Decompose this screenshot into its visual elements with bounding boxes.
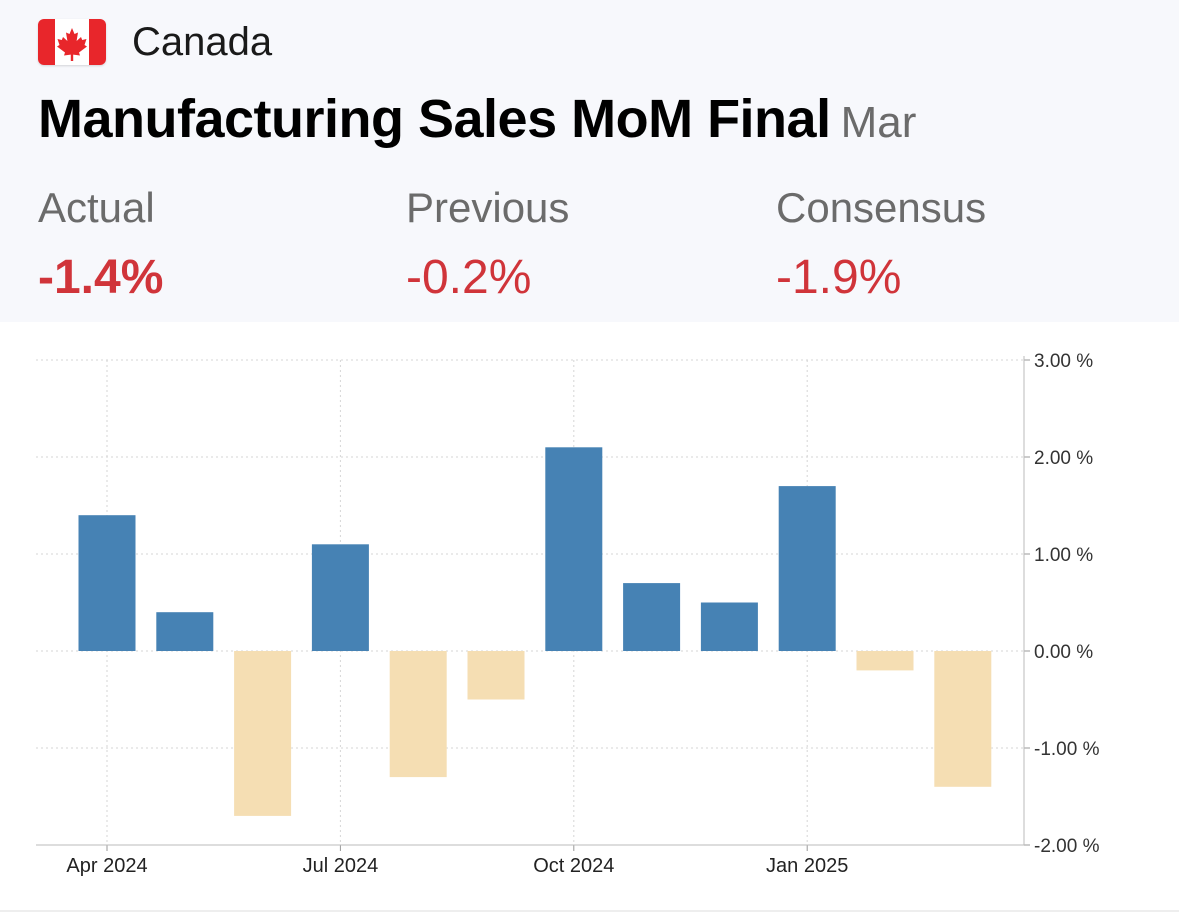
stat-actual-label: Actual bbox=[38, 184, 155, 231]
bar-nov-2024 bbox=[623, 583, 681, 651]
bar-jul-2024 bbox=[311, 544, 369, 651]
canada-flag-icon bbox=[38, 19, 106, 65]
stat-consensus-value: -1.9% bbox=[776, 251, 902, 304]
indicator-header: Canada Manufacturing Sales MoM Final Mar … bbox=[0, 0, 1179, 322]
stat-actual-value: -1.4% bbox=[38, 251, 164, 304]
stat-consensus-label: Consensus bbox=[776, 184, 987, 231]
stat-previous-label: Previous bbox=[406, 184, 570, 231]
x-tick-label-3: Jan 2025 bbox=[766, 855, 848, 877]
country-name: Canada bbox=[132, 19, 273, 64]
title-row: Manufacturing Sales MoM Final Mar bbox=[38, 88, 916, 150]
bar-feb-2025 bbox=[856, 651, 914, 671]
y-tick-label-3: 0.00 % bbox=[1034, 642, 1093, 663]
y-tick-label-0: 3.00 % bbox=[1034, 351, 1093, 372]
bar-may-2024 bbox=[156, 612, 214, 651]
indicator-title: Manufacturing Sales MoM Final bbox=[38, 89, 831, 149]
bar-oct-2024 bbox=[545, 447, 603, 651]
stat-consensus: Consensus -1.9% bbox=[776, 184, 986, 305]
bar-dec-2024 bbox=[700, 602, 758, 651]
x-tick-label-2: Oct 2024 bbox=[533, 855, 614, 877]
bar-chart: 3.00 % 2.00 % 1.00 % 0.00 % -1.00 % -2.00 % Ap… bbox=[36, 351, 1100, 877]
y-tick-label-5: -2.00 % bbox=[1034, 836, 1100, 857]
x-tick-label-0: Apr 2024 bbox=[66, 855, 147, 877]
country-row: Canada bbox=[38, 18, 272, 66]
x-tick-label-1: Jul 2024 bbox=[303, 855, 379, 877]
bar-apr-2024 bbox=[78, 515, 136, 651]
y-tick-label-1: 2.00 % bbox=[1034, 448, 1093, 469]
bar-aug-2024 bbox=[389, 651, 447, 778]
stat-previous-value: -0.2% bbox=[406, 251, 532, 304]
bar-sep-2024 bbox=[467, 651, 525, 700]
bar-mar-2025 bbox=[934, 651, 992, 787]
y-tick-label-4: -1.00 % bbox=[1034, 739, 1100, 760]
indicator-period: Mar bbox=[840, 98, 917, 147]
bar-jun-2024 bbox=[234, 651, 292, 816]
stat-previous: Previous -0.2% bbox=[406, 184, 569, 305]
bar-jan-2025 bbox=[778, 486, 836, 651]
stat-actual: Actual -1.4% bbox=[38, 184, 163, 305]
bottom-divider bbox=[0, 910, 1179, 912]
y-tick-label-2: 1.00 % bbox=[1034, 545, 1093, 566]
